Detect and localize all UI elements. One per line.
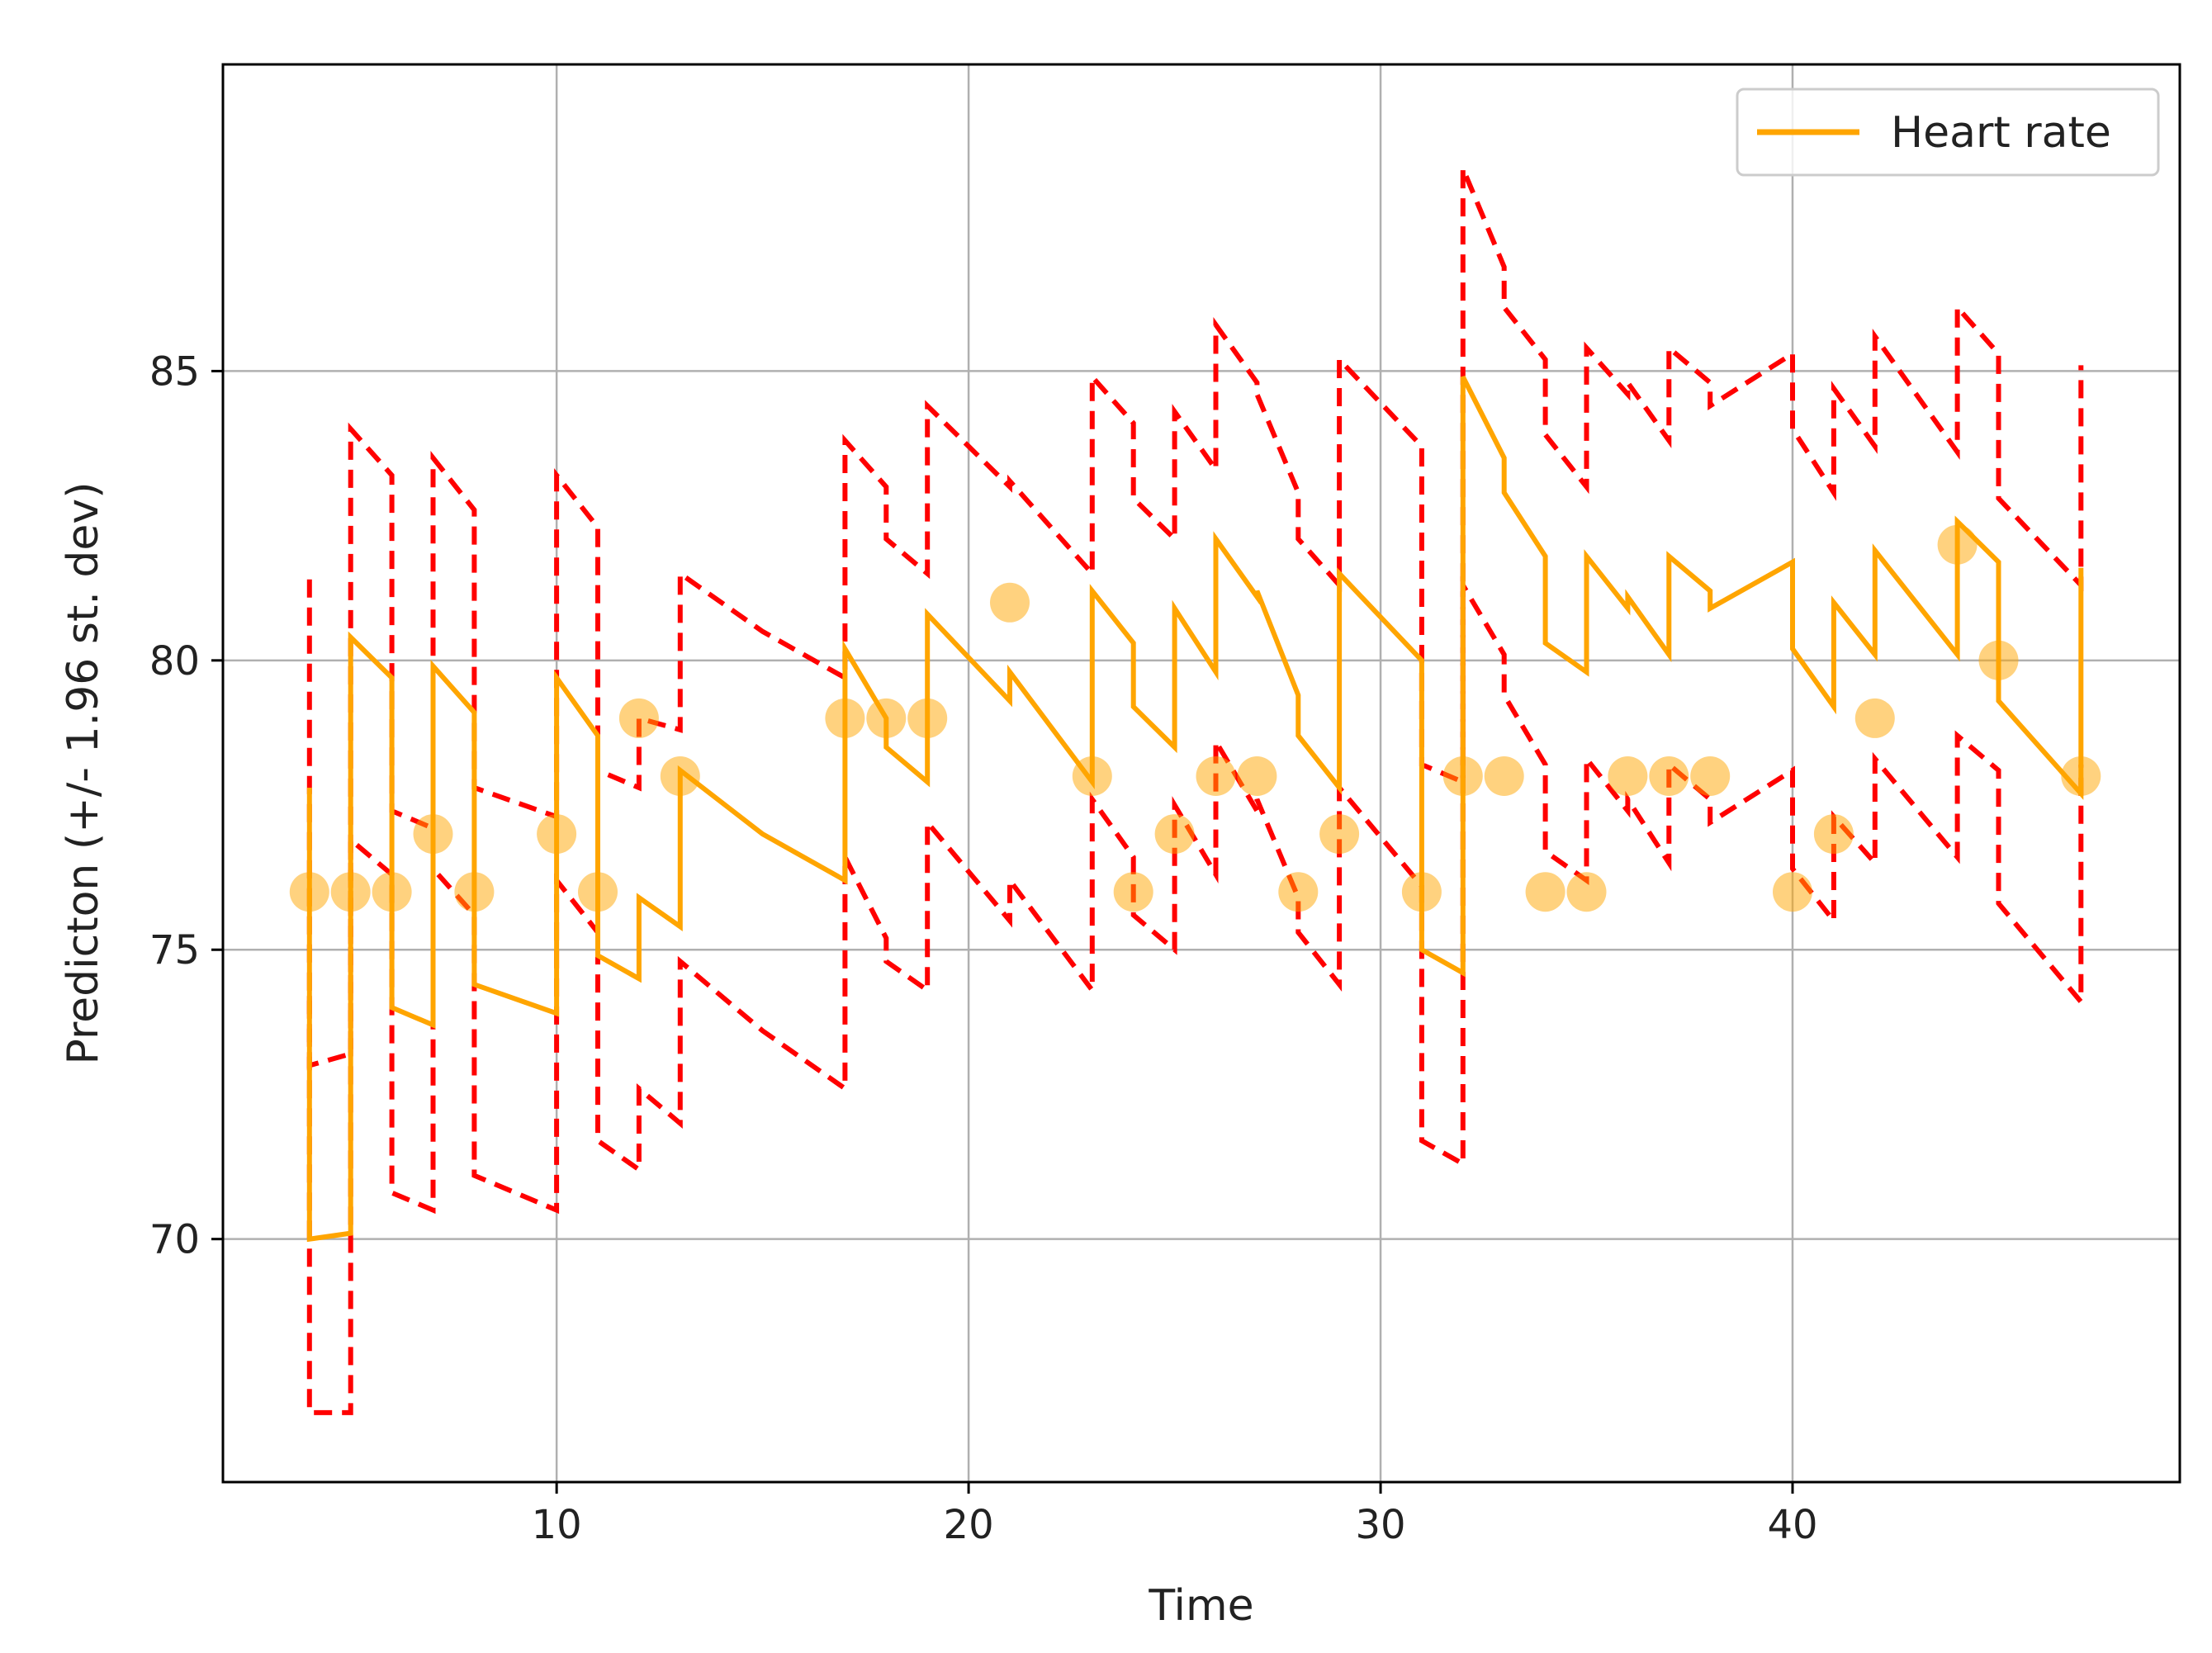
legend: Heart rate bbox=[1736, 88, 2160, 177]
observation-point bbox=[1196, 756, 1236, 796]
observation-point bbox=[1978, 640, 2019, 680]
y-tick-label-80: 80 bbox=[149, 638, 200, 684]
tick-layer: 10 20 30 40 70 75 80 85 bbox=[149, 348, 1818, 1548]
observation-point bbox=[1773, 872, 1812, 912]
observation-point bbox=[1278, 872, 1319, 912]
observation-point bbox=[907, 698, 948, 738]
heart-rate-prediction-line bbox=[306, 376, 2084, 1243]
observation-point bbox=[1854, 698, 1895, 738]
line-layer bbox=[306, 376, 2084, 1243]
y-tick-label-75: 75 bbox=[149, 927, 200, 973]
band-layer bbox=[306, 167, 2084, 1415]
upper-band-line bbox=[306, 167, 2084, 1069]
legend-label-heart-rate: Heart rate bbox=[1891, 108, 2111, 158]
observation-point bbox=[413, 814, 453, 855]
observation-point bbox=[372, 872, 412, 912]
observation-point bbox=[537, 814, 577, 855]
observation-point bbox=[618, 698, 659, 738]
observation-point bbox=[1649, 756, 1689, 796]
observation-point bbox=[1237, 756, 1277, 796]
observation-point bbox=[866, 698, 907, 738]
grid-layer bbox=[223, 64, 2180, 1482]
observation-point bbox=[1690, 756, 1731, 796]
x-tick-label-20: 20 bbox=[944, 1502, 994, 1548]
y-tick-label-70: 70 bbox=[149, 1217, 200, 1263]
observation-point bbox=[1608, 756, 1648, 796]
x-tick-label-40: 40 bbox=[1767, 1502, 1817, 1548]
observation-point bbox=[660, 756, 700, 796]
observation-point bbox=[1442, 756, 1483, 796]
point-layer bbox=[289, 524, 2101, 912]
x-tick-label-10: 10 bbox=[532, 1502, 582, 1548]
observation-point bbox=[1937, 524, 1978, 565]
legend-box bbox=[1736, 88, 2160, 177]
observation-point bbox=[990, 582, 1030, 623]
y-tick-label-85: 85 bbox=[149, 348, 200, 395]
observation-point bbox=[825, 698, 865, 738]
observation-point bbox=[1525, 872, 1565, 912]
observation-point bbox=[1154, 814, 1195, 855]
observation-point bbox=[289, 872, 329, 912]
plot-frame bbox=[221, 63, 2181, 1484]
observation-point bbox=[1484, 756, 1524, 796]
y-axis-label: Predicton (+/- 1.96 st. dev) bbox=[59, 482, 108, 1065]
observation-point bbox=[1113, 872, 1153, 912]
x-tick-label-30: 30 bbox=[1356, 1502, 1406, 1548]
observation-point bbox=[1401, 872, 1442, 912]
observation-point bbox=[1319, 814, 1360, 855]
observation-point bbox=[2061, 756, 2101, 796]
observation-point bbox=[578, 872, 618, 912]
observation-point bbox=[330, 872, 371, 912]
observation-point bbox=[1566, 872, 1607, 912]
observation-point bbox=[1813, 814, 1854, 855]
observation-point bbox=[454, 872, 495, 912]
x-axis-label: Time bbox=[1148, 1581, 1253, 1631]
observation-point bbox=[1072, 756, 1112, 796]
